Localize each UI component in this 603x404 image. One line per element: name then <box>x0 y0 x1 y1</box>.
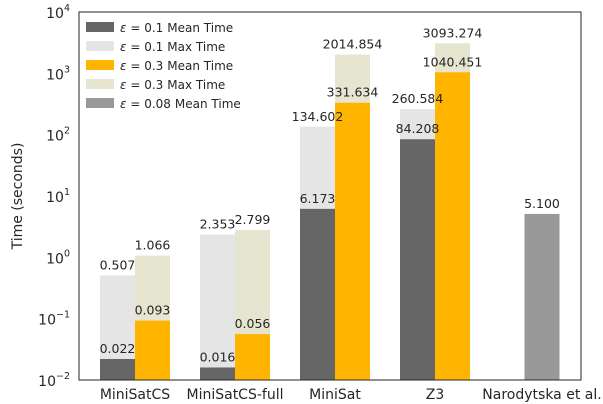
y-tick-base: 10 <box>46 251 64 267</box>
x-tick-label: MiniSatCS <box>100 387 170 403</box>
bar-value-label: 0.056 <box>235 316 271 331</box>
y-tick-label: 103 <box>46 64 70 83</box>
y-tick-label: 102 <box>46 126 70 145</box>
bar <box>100 358 135 380</box>
legend: ε = 0.1 Mean Time ε = 0.1 Max Time ε = 0.3 Me… <box>86 21 241 111</box>
legend-entry-label: ε = 0.3 Mean Time <box>120 59 233 73</box>
y-tick-base: 10 <box>46 190 64 206</box>
legend-equals: = <box>127 97 145 111</box>
legend-series-label: Max Time <box>167 40 225 54</box>
y-tick-label: 101 <box>46 187 70 206</box>
y-tick-base: 10 <box>38 374 56 390</box>
legend-epsilon-value: 0.1 <box>144 40 163 54</box>
legend-swatch <box>86 98 114 108</box>
data-labels-layer: 0.022 0.016 6.173 84.208 0.507 2.353 134.602 26… <box>100 25 560 364</box>
legend-swatch <box>86 79 114 89</box>
y-tick-exponent: 3 <box>64 64 70 75</box>
epsilon-symbol: ε <box>120 40 127 54</box>
bar-value-label: 1040.451 <box>423 54 483 69</box>
y-tick-exponent: 0 <box>64 248 70 259</box>
y-tick-exponent: −1 <box>56 310 70 321</box>
y-tick-exponent: 1 <box>64 187 70 198</box>
bar-value-label: 260.584 <box>392 91 444 106</box>
x-tick-label: MiniSatCS-full <box>187 387 284 403</box>
bar <box>135 320 170 380</box>
y-tick-base: 10 <box>38 313 56 329</box>
bar-value-label: 0.093 <box>135 303 171 318</box>
legend-series-label: Mean Time <box>167 59 233 73</box>
y-tick-label: 100 <box>46 248 70 267</box>
bar <box>524 213 560 380</box>
y-axis-label: Time (seconds) <box>10 143 26 251</box>
x-tick-label: Z3 <box>426 387 445 403</box>
bar <box>335 102 370 380</box>
y-tick-exponent: −2 <box>56 371 70 382</box>
legend-epsilon-value: 0.3 <box>144 59 163 73</box>
legend-swatch <box>86 41 114 51</box>
bar-value-label: 3093.274 <box>423 25 483 40</box>
x-axis-ticks: MiniSatCS MiniSatCS-full MiniSat Z3 Narodyts… <box>100 387 602 403</box>
legend-swatch <box>86 22 114 32</box>
legend-equals: = <box>127 78 145 92</box>
legend-entry-label: ε = 0.1 Mean Time <box>120 21 233 35</box>
y-tick-label: 10−2 <box>38 371 70 390</box>
bar-value-label: 0.016 <box>200 349 236 364</box>
bar-value-label: 5.100 <box>524 196 560 211</box>
bar <box>200 234 235 380</box>
x-tick-label: Narodytska et al. <box>482 387 601 403</box>
bar-value-label: 0.507 <box>100 257 136 272</box>
y-tick-base: 10 <box>46 129 64 145</box>
y-tick-label: 104 <box>46 3 70 22</box>
x-tick-label: MiniSat <box>309 387 361 403</box>
epsilon-symbol: ε <box>120 78 127 92</box>
legend-swatch <box>86 60 114 70</box>
bar-value-label: 0.022 <box>100 341 136 356</box>
legend-series-label: Mean Time <box>175 97 241 111</box>
legend-equals: = <box>127 21 145 35</box>
y-tick-label: 10−1 <box>38 310 70 329</box>
legend-epsilon-value: 0.1 <box>144 21 163 35</box>
legend-entry-label: ε = 0.3 Max Time <box>120 78 225 92</box>
bar-value-label: 1.066 <box>135 238 171 253</box>
bar-value-label: 2.799 <box>235 212 271 227</box>
bar-value-label: 2.353 <box>200 217 236 232</box>
bar-value-label: 2014.854 <box>323 37 383 52</box>
y-tick-exponent: 2 <box>64 126 70 137</box>
y-tick-exponent: 4 <box>64 3 70 14</box>
bar <box>200 367 235 380</box>
bar <box>300 208 335 380</box>
legend-epsilon-value: 0.08 <box>144 97 171 111</box>
bar-value-label: 134.602 <box>292 109 344 124</box>
bar-value-label: 84.208 <box>396 121 440 136</box>
bar <box>235 334 270 380</box>
bar-value-label: 331.634 <box>327 85 379 100</box>
legend-equals: = <box>127 59 145 73</box>
y-tick-base: 10 <box>46 67 64 83</box>
bar <box>435 72 470 381</box>
legend-equals: = <box>127 40 145 54</box>
bar <box>400 139 435 380</box>
legend-entry-label: ε = 0.08 Mean Time <box>120 97 241 111</box>
epsilon-symbol: ε <box>120 59 127 73</box>
legend-series-label: Max Time <box>167 78 225 92</box>
plot-frame <box>78 11 582 381</box>
y-tick-base: 10 <box>46 6 64 22</box>
legend-entry-label: ε = 0.1 Max Time <box>120 40 225 54</box>
epsilon-symbol: ε <box>120 97 127 111</box>
legend-series-label: Mean Time <box>167 21 233 35</box>
legend-epsilon-value: 0.3 <box>144 78 163 92</box>
bar-value-label: 6.173 <box>300 191 336 206</box>
bars-layer <box>100 43 560 381</box>
epsilon-symbol: ε <box>120 21 127 35</box>
